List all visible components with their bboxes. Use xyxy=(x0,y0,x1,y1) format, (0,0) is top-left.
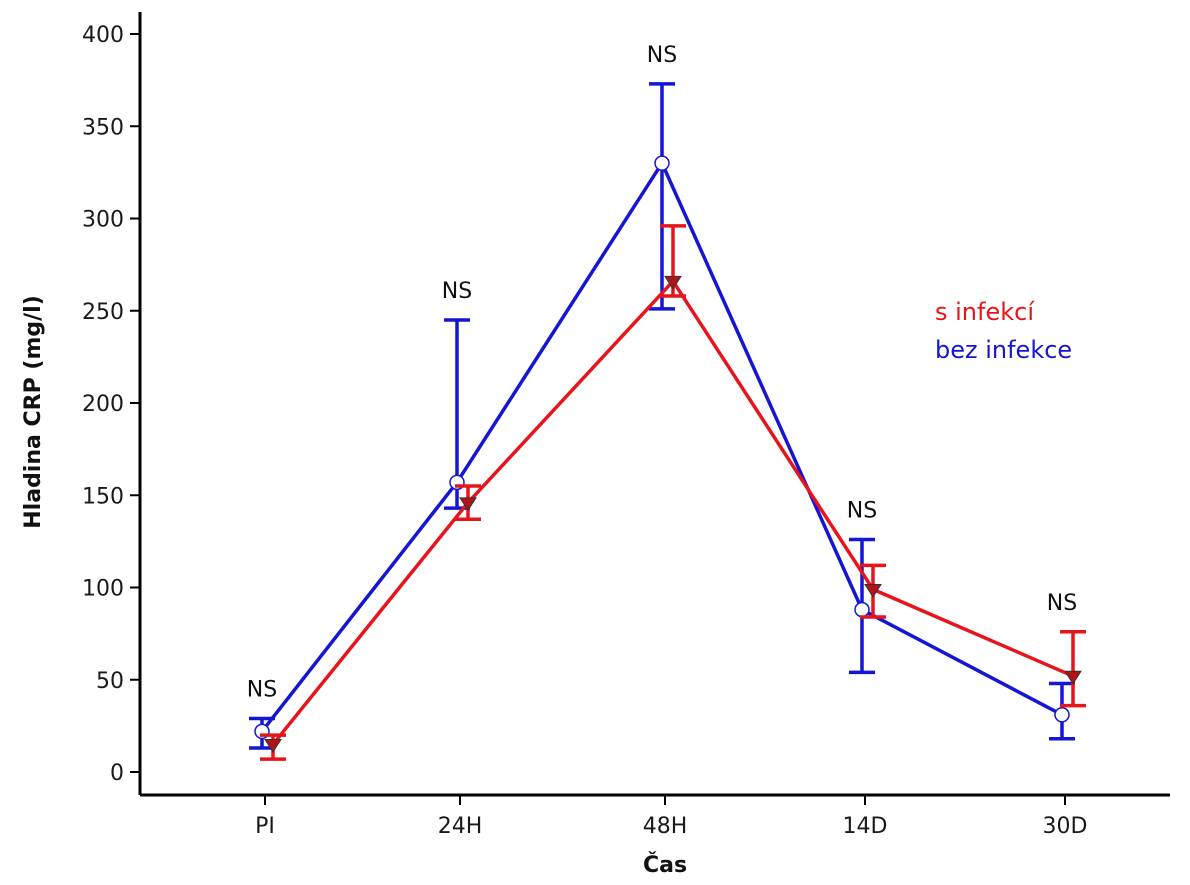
data-point xyxy=(264,739,282,753)
legend: s infekcí bez infekce xyxy=(935,298,1072,364)
significance-label: NS xyxy=(442,279,472,304)
series-s-infekci xyxy=(260,224,1086,761)
x-tick-label: 24H xyxy=(438,814,483,839)
legend-entry: bez infekce xyxy=(935,336,1072,364)
data-point xyxy=(854,601,870,618)
significance-label: NS xyxy=(1047,591,1077,616)
annotation-layer: NS NS NS NS NS xyxy=(247,43,1077,703)
series-layer xyxy=(249,82,1086,761)
y-axis-title: Hladina CRP (mg/l) xyxy=(21,295,46,528)
y-tick-label: 400 xyxy=(82,23,124,48)
y-tick-label: 150 xyxy=(82,484,124,509)
series-bez-infekce xyxy=(249,82,1075,750)
data-point xyxy=(1054,707,1070,723)
legend-entry: s infekcí xyxy=(935,298,1035,326)
x-tick-label: 30D xyxy=(1043,814,1088,839)
data-point xyxy=(664,275,682,290)
y-tick-label: 0 xyxy=(110,761,124,786)
x-tick-label: 48H xyxy=(643,814,688,839)
data-point xyxy=(864,584,882,598)
significance-label: NS xyxy=(647,43,677,68)
y-tick-label: 300 xyxy=(82,208,124,233)
x-axis-title: Čas xyxy=(643,852,687,878)
data-point xyxy=(654,155,670,171)
data-point xyxy=(459,497,477,512)
x-tick-label: PI xyxy=(255,814,275,839)
y-tick-label: 100 xyxy=(82,577,124,602)
y-tick-label: 50 xyxy=(96,669,124,694)
data-point xyxy=(1064,670,1082,685)
x-tick-label: 14D xyxy=(843,814,888,839)
axes: 0 50 100 150 200 250 300 350 400 PI 24H 48H 14D 30D xyxy=(82,12,1170,839)
y-tick-label: 200 xyxy=(82,392,124,417)
y-tick-label: 250 xyxy=(82,300,124,325)
y-tick-label: 350 xyxy=(82,115,124,140)
significance-label: NS xyxy=(847,499,877,524)
significance-label: NS xyxy=(247,677,277,702)
